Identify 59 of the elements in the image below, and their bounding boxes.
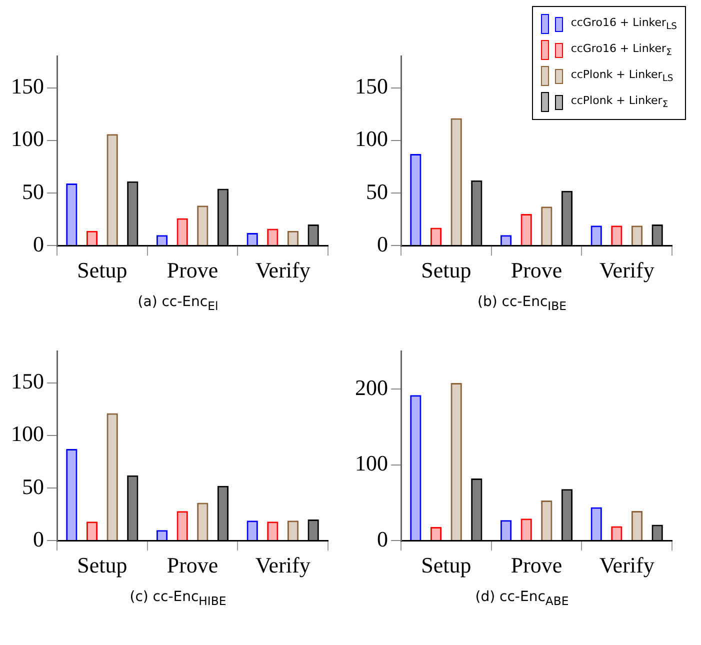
bar [450,118,462,246]
bar [631,511,643,540]
y-tick-label: 0 [33,231,44,256]
y-tick-label: 50 [22,474,44,499]
bar [611,226,622,246]
bar [197,502,208,540]
bar [66,184,78,246]
bar [541,500,552,540]
y-tick-label: 100 [11,126,44,152]
legend-label: ccGro16 + Linker$_{LS}$ [570,16,677,32]
bar [176,511,188,540]
bar [197,206,208,246]
y-tick-label: 100 [355,126,388,152]
x-tick-label: Verify [255,258,310,283]
x-tick-label: Verify [255,552,310,578]
bar [410,395,422,540]
y-tick-label: 100 [11,421,44,446]
text: (c) cc-Enc$_{HIBE}$ [128,589,228,608]
x-tick-label: Prove [510,258,562,283]
x-tick-label: Prove [166,258,218,283]
legend-label: ccGro16 + Linker$_{Σ}$ [570,42,672,58]
bar [176,218,188,246]
bar [520,518,532,540]
y-tick-label: 50 [366,178,388,204]
y-tick-label: 150 [11,368,44,394]
y-tick-label: 100 [355,450,388,476]
x-tick-label: Prove [510,552,562,578]
x-tick-label: Verify [599,552,654,578]
y-tick-label: 50 [22,178,44,204]
y-tick-label: 0 [377,231,388,256]
x-tick-label: Setup [421,552,472,578]
x-tick-label: Setup [421,258,472,283]
bar [106,134,118,246]
bar [246,520,258,540]
text: (b) cc-Enc$_{IBE}$ [476,294,568,313]
x-tick-label: Setup [77,258,128,283]
bar [520,214,532,246]
bar [410,154,422,246]
bar [541,206,552,246]
bar [590,226,602,246]
x-tick-label: Setup [77,552,128,578]
bar [106,413,118,540]
bar [66,449,78,540]
legend-label: ccPlonk + Linker$_{LS}$ [570,68,674,84]
bar [287,520,299,540]
bar [500,520,512,540]
y-tick-label: 150 [355,74,388,99]
legend-label: ccPlonk + Linker$_{Σ}$ [570,94,668,110]
bar [631,226,643,246]
y-tick-label: 0 [33,526,44,552]
y-tick-label: 200 [355,374,388,400]
text: (d) cc-Enc$_{ABE}$ [474,589,570,608]
y-tick-label: 0 [377,526,388,552]
bar [450,383,462,540]
bar [590,507,602,540]
x-tick-label: Prove [166,552,218,578]
x-tick-label: Verify [599,258,654,283]
y-tick-label: 150 [11,74,44,99]
text: (a) cc-Enc$_{El}$ [136,294,220,313]
